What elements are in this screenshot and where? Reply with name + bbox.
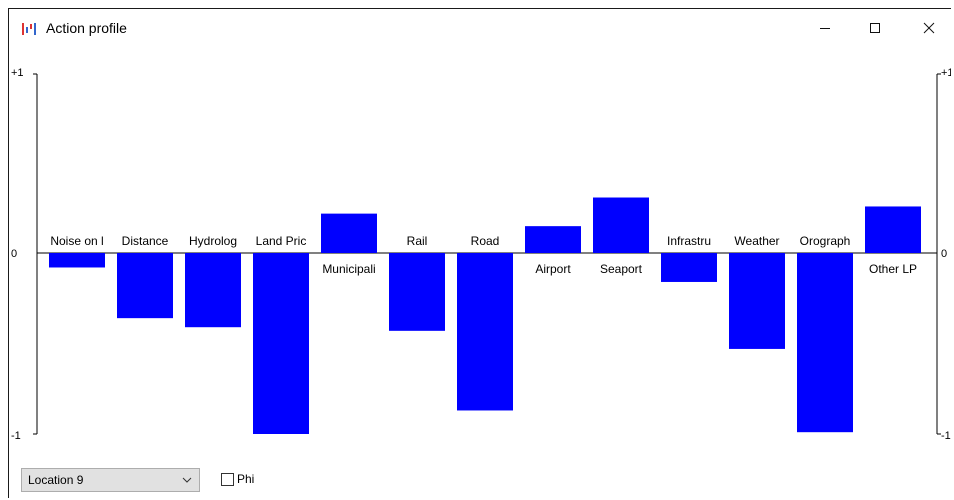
bar [729,253,785,349]
category-label: Road [471,234,500,248]
bar [661,253,717,282]
left-tick-label: 0 [11,248,17,260]
bar [797,253,853,433]
category-label: Seaport [600,262,643,276]
right-tick-label: -1 [941,430,951,442]
right-tick-label: +1 [941,67,952,79]
action-profile-chart: +1 0 -1 +1 0 -1 Noise on l Distance Hydrolog Land… [11,67,952,442]
category-label: Other LP [869,262,917,276]
window-title: Action profile [46,20,127,36]
maximize-icon [870,23,880,33]
bar [593,197,649,253]
action-profile-window: Action profile +1 0 -1 +1 0 -1 Noise on l Dista… [8,8,952,498]
category-label: Land Pric [256,234,307,248]
left-tick-label: -1 [11,430,21,442]
phi-label: Phi [237,472,255,486]
category-label: Municipali [322,262,375,276]
window-edge [951,8,954,500]
minimize-icon [820,28,830,29]
close-icon [923,22,935,34]
phi-checkbox[interactable] [221,473,234,486]
bar [321,213,377,253]
bar [117,253,173,319]
category-label: Rail [407,234,428,248]
maximize-button[interactable] [852,9,898,47]
category-label: Infrastru [667,234,711,248]
category-label: Noise on l [50,234,103,248]
bar-chart-icon [22,23,36,35]
bar [389,253,445,331]
close-button[interactable] [906,9,952,47]
right-tick-label: 0 [941,248,947,260]
location-select-value: Location 9 [28,473,84,487]
bar [865,206,921,253]
bar [525,226,581,253]
title-bar[interactable]: Action profile [9,9,952,47]
category-label: Weather [734,234,779,248]
bar [457,253,513,411]
left-tick-label: +1 [11,67,24,79]
category-label: Orograph [800,234,851,248]
location-select[interactable]: Location 9 [21,468,200,492]
bottom-bar: Location 9 Phi [9,465,952,495]
bar [253,253,309,434]
category-label: Airport [535,262,571,276]
minimize-button[interactable] [802,9,848,47]
bar [185,253,241,328]
category-label: Hydrolog [189,234,237,248]
chevron-down-icon [182,477,192,483]
category-label: Distance [122,234,169,248]
bar [49,253,105,268]
